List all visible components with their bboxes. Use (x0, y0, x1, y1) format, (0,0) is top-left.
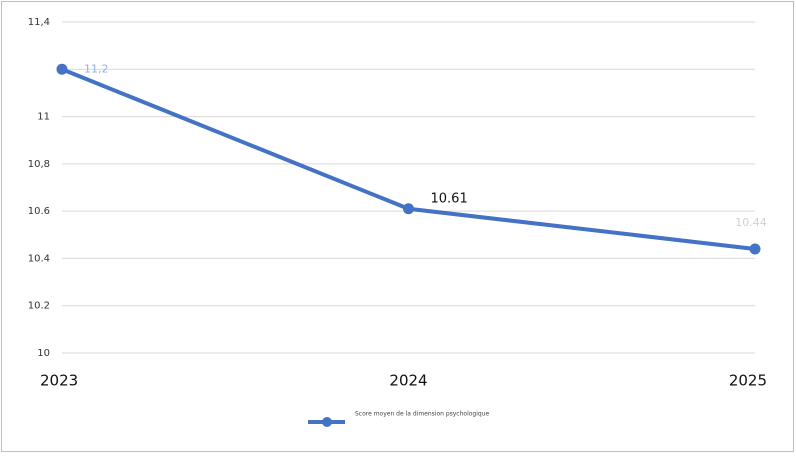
y-tick-label: 10,8 (28, 159, 50, 170)
data-label: 10.61 (431, 191, 468, 206)
data-point (403, 203, 414, 215)
y-tick-label: 10.4 (28, 253, 50, 264)
y-tick-label: 11 (37, 112, 50, 123)
x-tick-label: 2025 (729, 372, 767, 390)
data-label: 11,2 (84, 62, 109, 75)
x-tick-label: 2024 (389, 372, 427, 390)
y-tick-label: 10.2 (28, 301, 50, 312)
data-label: 10.44 (735, 216, 767, 229)
legend-marker (322, 417, 332, 427)
data-point (56, 63, 68, 75)
x-tick-label: 2023 (40, 372, 78, 390)
y-tick-label: 10.6 (28, 206, 50, 217)
data-point (749, 243, 761, 255)
y-tick-label: 11,4 (28, 17, 50, 28)
legend-label: Score moyen de la dimension psychologiqu… (355, 411, 490, 418)
y-tick-label: 10 (37, 348, 50, 359)
